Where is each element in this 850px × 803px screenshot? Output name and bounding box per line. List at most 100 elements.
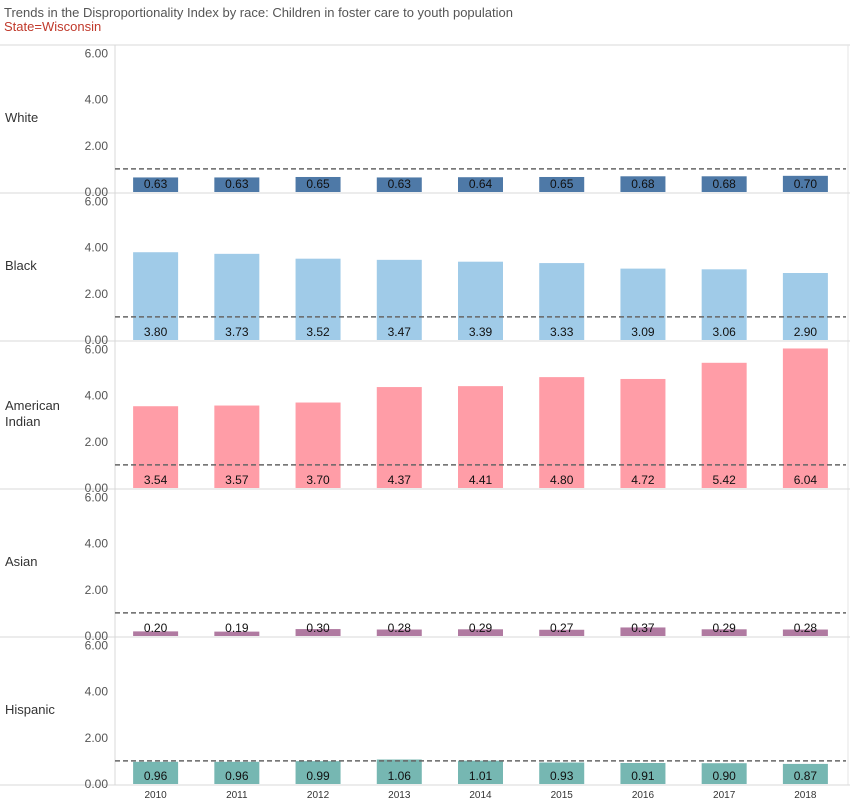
row-label: Indian: [5, 414, 40, 429]
y-tick-label: 4.00: [85, 389, 109, 403]
data-label: 0.20: [144, 621, 168, 635]
x-tick-label: 2012: [307, 790, 330, 801]
data-label: 0.68: [712, 177, 736, 191]
bar: [133, 631, 179, 636]
bar: [701, 629, 747, 636]
bar: [620, 268, 666, 340]
x-tick-label: 2011: [226, 790, 248, 801]
data-label: 0.93: [550, 769, 574, 783]
bar: [295, 176, 341, 192]
data-label: 3.09: [631, 325, 655, 339]
bar: [376, 759, 422, 784]
bar: [458, 177, 503, 192]
data-label: 0.28: [794, 621, 818, 635]
data-label: 0.68: [631, 177, 655, 191]
panel-white: White 0.00 2.00 4.00 6.00 0.63 0.63 0.65 0.63 0.6…: [0, 46, 850, 199]
y-tick-label: 6.00: [85, 342, 109, 356]
data-label: 4.41: [469, 473, 493, 487]
y-tick-label: 0.00: [85, 629, 109, 643]
bar: [701, 269, 747, 340]
y-tick-label: 0.00: [85, 185, 109, 199]
bar: [782, 348, 828, 488]
data-label: 0.96: [225, 769, 249, 783]
data-label: 4.37: [388, 473, 412, 487]
data-label: 3.73: [225, 325, 249, 339]
data-label: 3.52: [306, 325, 330, 339]
y-tick-label: 6.00: [85, 638, 109, 652]
data-label: 3.47: [388, 325, 412, 339]
data-label: 0.65: [550, 177, 574, 191]
data-label: 3.39: [469, 325, 493, 339]
bar: [620, 176, 666, 192]
bar: [782, 175, 828, 192]
bar: [782, 629, 828, 636]
x-tick-label: 2015: [551, 790, 574, 801]
data-label: 6.04: [794, 473, 818, 487]
data-label: 0.99: [306, 769, 330, 783]
data-label: 0.90: [712, 769, 736, 783]
y-tick-label: 4.00: [85, 685, 109, 699]
bar: [701, 763, 747, 784]
y-tick-label: 6.00: [85, 194, 109, 208]
bar: [539, 762, 585, 784]
data-label: 0.30: [306, 621, 330, 635]
bar: [458, 629, 503, 636]
data-label: 3.06: [712, 325, 736, 339]
bar: [133, 177, 179, 192]
bar: [295, 761, 341, 784]
x-tick-label: 2016: [632, 790, 655, 801]
bar: [133, 761, 179, 784]
bar: [539, 629, 585, 636]
data-label: 2.90: [794, 325, 818, 339]
data-label: 0.63: [388, 177, 412, 191]
y-tick-label: 2.00: [85, 583, 109, 597]
chart-header: Trends in the Disproportionality Index b…: [0, 0, 850, 45]
data-label: 0.64: [469, 177, 493, 191]
bar: [620, 627, 666, 636]
row-label: Hispanic: [5, 702, 55, 717]
y-tick-label: 6.00: [85, 46, 109, 60]
panel-black: Black 0.00 2.00 4.00 6.00 3.80 3.73 3.52 3.47 3.3…: [0, 194, 850, 347]
bar: [376, 629, 422, 636]
x-tick-label: 2014: [469, 790, 492, 801]
bar: [782, 273, 828, 340]
bar: [214, 631, 260, 636]
bar: [295, 402, 341, 488]
y-tick-label: 2.00: [85, 139, 109, 153]
panel-hispanic: Hispanic 0.00 2.00 4.00 6.00 0.96 0.96 0.99 1.06…: [0, 638, 850, 791]
bar: [295, 258, 341, 340]
panel-asian: Asian 0.00 2.00 4.00 6.00 0.20 0.19 0.30 0.28 0.2…: [0, 490, 850, 643]
data-label: 0.37: [631, 621, 655, 635]
bar: [295, 629, 341, 636]
data-label: 0.63: [144, 177, 168, 191]
y-tick-label: 2.00: [85, 287, 109, 301]
data-label: 0.19: [225, 621, 249, 635]
bar: [214, 405, 260, 488]
y-tick-label: 0.00: [85, 481, 109, 495]
bar: [620, 378, 666, 488]
row-label: American: [5, 398, 60, 413]
data-label: 5.42: [712, 473, 736, 487]
data-label: 4.72: [631, 473, 655, 487]
bar: [458, 386, 503, 488]
x-tick-label: 2017: [713, 790, 736, 801]
bar: [782, 763, 828, 784]
data-label: 0.63: [225, 177, 249, 191]
bar: [376, 259, 422, 340]
x-tick-label: 2013: [388, 790, 411, 801]
data-label: 0.91: [631, 769, 655, 783]
bar: [133, 252, 179, 340]
data-label: 0.87: [794, 769, 818, 783]
y-tick-label: 4.00: [85, 241, 109, 255]
data-label: 3.70: [306, 473, 330, 487]
y-tick-label: 2.00: [85, 435, 109, 449]
bar: [701, 176, 747, 192]
y-tick-label: 0.00: [85, 333, 109, 347]
bar: [376, 177, 422, 192]
bar: [620, 762, 666, 784]
bar: [458, 760, 503, 784]
y-tick-label: 0.00: [85, 777, 109, 791]
bar: [701, 362, 747, 488]
